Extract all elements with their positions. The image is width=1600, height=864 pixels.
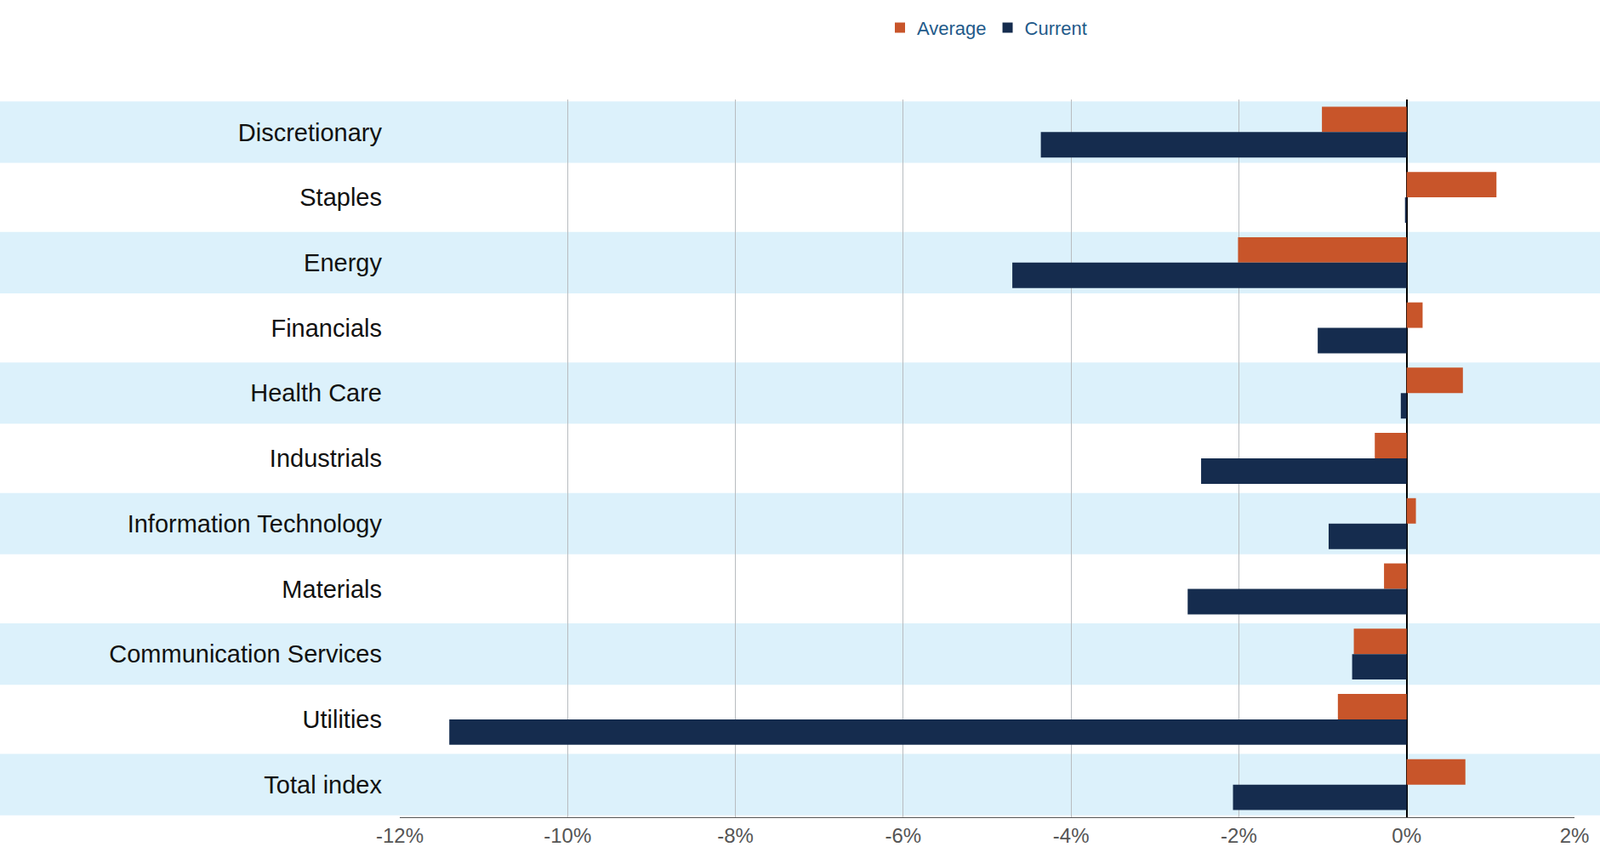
svg-text:-8%: -8% bbox=[717, 824, 754, 848]
svg-text:Communication Services: Communication Services bbox=[108, 640, 382, 668]
svg-text:2%: 2% bbox=[1560, 824, 1590, 848]
svg-text:-10%: -10% bbox=[543, 824, 592, 848]
svg-text:Current: Current bbox=[1024, 17, 1088, 40]
svg-text:Information Technology: Information Technology bbox=[127, 510, 383, 538]
svg-text:Energy: Energy bbox=[303, 249, 382, 277]
svg-text:Utilities: Utilities bbox=[302, 706, 382, 734]
svg-text:-2%: -2% bbox=[1220, 824, 1258, 848]
svg-text:Health Care: Health Care bbox=[250, 379, 382, 407]
svg-text:-4%: -4% bbox=[1053, 824, 1090, 848]
svg-text:-6%: -6% bbox=[885, 824, 923, 848]
svg-text:Materials: Materials bbox=[281, 575, 382, 604]
svg-text:Average: Average bbox=[916, 17, 987, 40]
svg-text:0%: 0% bbox=[1391, 824, 1422, 848]
svg-text:Discretionary: Discretionary bbox=[238, 119, 383, 147]
svg-text:Total index: Total index bbox=[263, 771, 382, 799]
svg-text:-12%: -12% bbox=[375, 824, 424, 848]
svg-text:Industrials: Industrials bbox=[269, 444, 382, 473]
svg-text:Financials: Financials bbox=[270, 314, 382, 342]
svg-text:Staples: Staples bbox=[299, 183, 382, 211]
